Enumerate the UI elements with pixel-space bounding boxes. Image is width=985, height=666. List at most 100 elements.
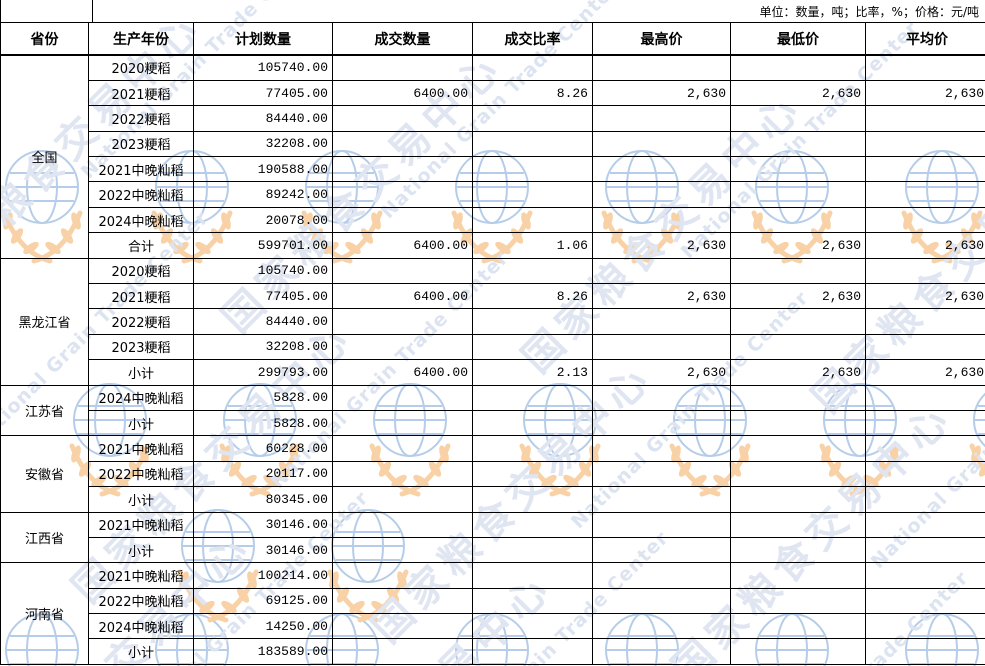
deal-ratio-cell [472, 54, 593, 81]
province-cell: 全国 [0, 54, 89, 259]
column-header-6: 最低价 [730, 22, 866, 56]
avg-price-cell [865, 181, 985, 208]
min-price-cell [730, 130, 866, 158]
planned-qty-cell: 80345.00 [193, 486, 333, 513]
year-cell: 小计 [88, 486, 194, 513]
min-price-cell [730, 562, 866, 589]
max-price-cell [592, 181, 731, 208]
table-left-edge-line [0, 0, 1, 22]
column-header-7: 平均价 [865, 22, 985, 56]
year-cell: 2022中晚籼稻 [88, 460, 194, 488]
table-row: 2023粳稻 32208.00 [1, 130, 985, 158]
deal-qty-cell [332, 257, 473, 285]
deal-ratio-cell [472, 613, 593, 640]
deal-ratio-cell [472, 206, 593, 234]
year-cell: 2022中晚籼稻 [88, 181, 194, 208]
deal-ratio-cell: 8.26 [472, 79, 593, 107]
planned-qty-cell: 299793.00 [193, 359, 333, 386]
max-price-cell: 2,630 [592, 79, 731, 107]
deal-qty-cell: 6400.00 [332, 232, 473, 259]
year-cell: 小计 [88, 638, 194, 665]
avg-price-cell [865, 105, 985, 132]
deal-qty-cell: 6400.00 [332, 283, 473, 310]
table-row: 2021粳稻 77405.00 6400.00 8.26 2,630 2,630 2,630 [1, 283, 985, 310]
deal-qty-cell [332, 308, 473, 335]
planned-qty-cell: 105740.00 [193, 257, 333, 285]
max-price-cell: 2,630 [592, 283, 731, 310]
province-cell: 江西省 [0, 511, 89, 564]
deal-ratio-cell [472, 460, 593, 488]
planned-qty-cell: 183589.00 [193, 638, 333, 665]
max-price-cell [592, 460, 731, 488]
avg-price-cell [865, 613, 985, 640]
min-price-cell [730, 435, 866, 462]
year-cell: 小计 [88, 536, 194, 564]
max-price-cell [592, 536, 731, 564]
deal-ratio-cell [472, 130, 593, 158]
min-price-cell: 2,630 [730, 79, 866, 107]
min-price-cell [730, 206, 866, 234]
deal-qty-cell [332, 54, 473, 81]
table-row: 2022中晚籼稻 69125.00 [1, 587, 985, 615]
planned-qty-cell: 190588.00 [193, 156, 333, 183]
planned-qty-cell: 32208.00 [193, 333, 333, 361]
deal-qty-cell [332, 460, 473, 488]
deal-qty-cell [332, 435, 473, 462]
deal-qty-cell [332, 206, 473, 234]
min-price-cell [730, 536, 866, 564]
table-row: 2021粳稻 77405.00 6400.00 8.26 2,630 2,630 2,630 [1, 79, 985, 107]
planned-qty-cell: 77405.00 [193, 283, 333, 310]
planned-qty-cell: 599701.00 [193, 232, 333, 259]
avg-price-cell [865, 206, 985, 234]
min-price-cell: 2,630 [730, 359, 866, 386]
min-price-cell [730, 308, 866, 335]
avg-price-cell [865, 409, 985, 437]
avg-price-cell [865, 333, 985, 361]
year-cell: 2022粳稻 [88, 308, 194, 335]
min-price-cell [730, 460, 866, 488]
year-cell: 2021粳稻 [88, 283, 194, 310]
table-row: 江西省 2021中晚籼稻 30146.00 [0, 511, 985, 564]
max-price-cell [592, 435, 731, 462]
deal-ratio-cell [472, 333, 593, 361]
avg-price-cell: 2,630 [865, 79, 985, 107]
deal-ratio-cell [472, 435, 593, 462]
deal-qty-cell [332, 105, 473, 132]
planned-qty-cell: 20117.00 [193, 460, 333, 488]
deal-ratio-cell [472, 486, 593, 513]
deal-ratio-cell [472, 156, 593, 183]
max-price-cell [592, 638, 731, 665]
planned-qty-cell: 60228.00 [193, 435, 333, 462]
deal-qty-cell [332, 384, 473, 411]
max-price-cell [592, 308, 731, 335]
planned-qty-cell: 14250.00 [193, 613, 333, 640]
deal-qty-cell [332, 511, 473, 538]
grain-trade-table: 省份 生产年份 计划数量 成交数量 成交比率 最高价 最低价 平均价 全国 2020粳稻 1057… [0, 22, 985, 665]
avg-price-cell [865, 562, 985, 589]
year-cell: 小计 [88, 359, 194, 386]
deal-ratio-cell: 1.06 [472, 232, 593, 259]
province-cell: 江苏省 [0, 384, 89, 437]
deal-qty-cell [332, 638, 473, 665]
max-price-cell [592, 511, 731, 538]
column-header-2: 计划数量 [193, 22, 333, 56]
table-row: 小计 80345.00 [1, 486, 985, 513]
max-price-cell [592, 105, 731, 132]
planned-qty-cell: 105740.00 [193, 54, 333, 81]
max-price-cell [592, 562, 731, 589]
avg-price-cell [865, 511, 985, 538]
avg-price-cell: 2,630 [865, 283, 985, 310]
table-row: 2022中晚籼稻 20117.00 [1, 460, 985, 488]
avg-price-cell [865, 308, 985, 335]
max-price-cell: 2,630 [592, 232, 731, 259]
planned-qty-cell: 84440.00 [193, 308, 333, 335]
min-price-cell [730, 511, 866, 538]
column-header-1: 生产年份 [88, 22, 194, 56]
avg-price-cell [865, 638, 985, 665]
deal-qty-cell [332, 613, 473, 640]
deal-ratio-cell [472, 587, 593, 615]
planned-qty-cell: 84440.00 [193, 105, 333, 132]
deal-ratio-cell [472, 562, 593, 589]
year-cell: 2021中晚籼稻 [88, 435, 194, 462]
column-header-4: 成交比率 [472, 22, 593, 56]
